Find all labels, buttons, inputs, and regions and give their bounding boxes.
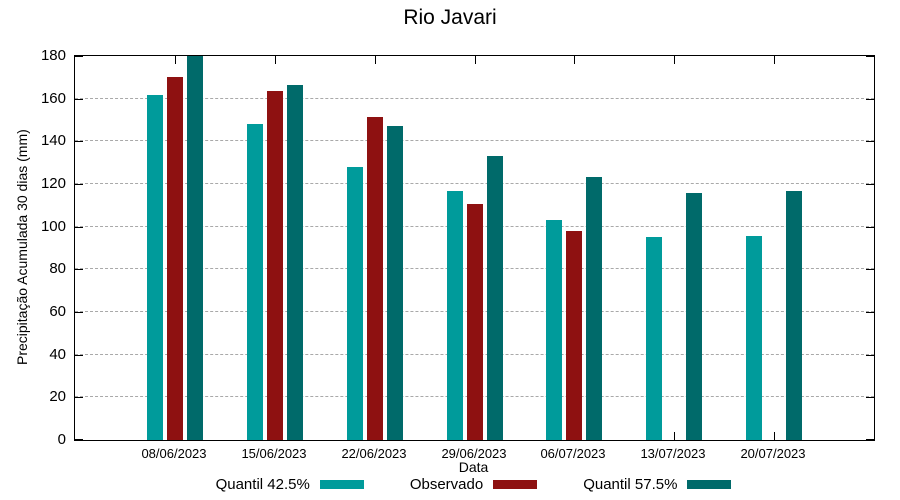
x-tick-mark [275,56,276,64]
x-tick-mark [674,56,675,64]
legend-label: Quantil 57.5% [583,476,678,493]
y-tick-mark [866,439,874,440]
x-tick-mark [774,432,775,440]
x-tick-label: 20/07/2023 [740,446,806,461]
y-tick-mark [75,184,83,185]
y-tick-mark [75,397,83,399]
y-tick-mark [866,354,874,356]
y-tick-mark [75,56,83,57]
y-tick-mark [866,269,874,271]
y-tick-label: 160 [40,90,66,107]
y-tick-label: 60 [49,303,66,320]
bar-quantil-42.5--20/07/2023 [746,236,762,440]
legend-swatch [687,480,732,489]
bar-quantil-57.5--22/06/2023 [387,126,403,440]
y-tick-mark [75,269,83,271]
x-tick-label: 15/06/2023 [241,446,307,461]
bar-quantil-42.5--29/06/2023 [447,191,463,440]
y-tick-mark [75,354,83,356]
y-tick-label: 140 [40,132,66,149]
bar-quantil-57.5--20/07/2023 [786,191,802,440]
y-tick-mark [75,141,83,143]
y-tick-label: 100 [40,218,66,235]
bar-observado-08/06/2023 [167,77,183,440]
x-tick-label: 29/06/2023 [441,446,507,461]
bar-quantil-57.5--08/06/2023 [187,56,203,440]
legend-entry-quantil-57.5-: Quantil 57.5% [583,476,732,493]
bar-observado-22/06/2023 [367,117,383,440]
legend-entry-quantil-42.5-: Quantil 42.5% [216,476,364,493]
y-tick-mark [866,184,874,185]
y-tick-mark [866,226,874,228]
y-tick-label: 80 [49,260,66,277]
bar-quantil-57.5--15/06/2023 [287,85,303,440]
x-tick-label: 08/06/2023 [141,446,207,461]
y-tick-mark [866,397,874,399]
bar-quantil-57.5--29/06/2023 [487,156,503,440]
x-tick-label: 13/07/2023 [640,446,706,461]
x-tick-mark [574,56,575,64]
y-tick-label: 0 [57,431,66,448]
gridline-160 [75,97,874,99]
legend-swatch [493,480,538,489]
x-axis-label: Data [458,459,489,475]
y-tick-label: 20 [49,388,66,405]
x-tick-mark [475,56,476,64]
y-tick-mark [866,141,874,143]
y-tick-mark [75,226,83,228]
legend-label: Observado [409,476,484,493]
bar-quantil-57.5--13/07/2023 [686,193,702,440]
chart-title: Rio Javari [403,6,497,29]
bar-quantil-42.5--13/07/2023 [646,237,662,440]
x-tick-label: 22/06/2023 [341,446,407,461]
gridline-140 [75,140,874,142]
y-tick-mark [866,98,874,100]
legend-entry-observado: Observado [409,476,538,493]
bar-quantil-42.5--06/07/2023 [546,220,562,440]
y-tick-mark [866,56,874,57]
legend-swatch [319,480,364,489]
x-tick-mark [774,56,775,64]
legend: Quantil 42.5% Observado Quantil 57.5% [74,476,873,493]
x-tick-mark [375,56,376,64]
y-tick-mark [75,98,83,100]
x-tick-label: 06/07/2023 [540,446,606,461]
y-tick-mark [75,312,83,313]
y-tick-label: 120 [40,175,66,192]
plot-area [74,55,875,441]
gridline-120 [75,183,874,184]
y-tick-label: 180 [40,47,66,64]
bar-observado-15/06/2023 [267,91,283,440]
x-tick-mark [674,432,675,440]
bar-quantil-42.5--22/06/2023 [347,167,363,440]
bar-observado-29/06/2023 [467,204,483,440]
y-tick-mark [866,312,874,313]
bar-quantil-57.5--06/07/2023 [586,177,602,440]
x-tick-mark [175,56,176,64]
legend-label: Quantil 42.5% [215,476,310,493]
y-tick-mark [75,439,83,440]
y-tick-label: 40 [49,346,66,363]
bar-quantil-42.5--15/06/2023 [247,124,263,440]
bar-quantil-42.5--08/06/2023 [147,95,163,440]
bar-observado-06/07/2023 [566,231,582,440]
y-axis-label: Precipitação Acumulada 30 dias (mm) [14,129,30,365]
